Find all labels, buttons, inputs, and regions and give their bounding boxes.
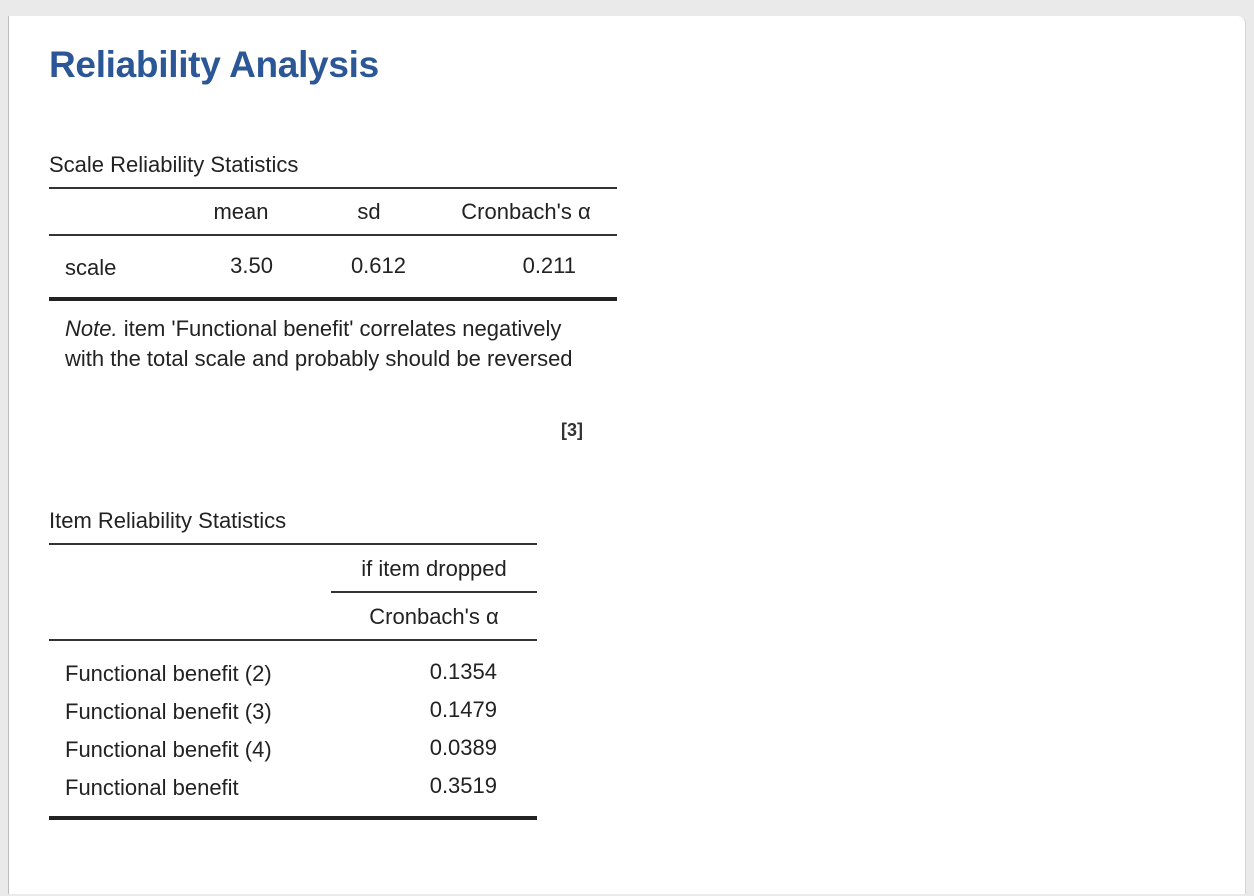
row-label: Functional benefit (4) bbox=[65, 737, 272, 762]
cell-alpha: 0.3519 bbox=[429, 773, 497, 798]
header-if-item-dropped: if item dropped bbox=[361, 556, 507, 581]
header-mean: mean bbox=[213, 199, 269, 224]
item-table-title: Item Reliability Statistics bbox=[49, 508, 287, 533]
results-panel: Reliability Analysis Scale Reliability S… bbox=[8, 16, 1246, 894]
cell-mean: 3.50 bbox=[230, 253, 273, 278]
table-top-rule bbox=[49, 187, 617, 189]
reference-marker: [3] bbox=[561, 420, 583, 440]
cell-alpha: 0.1479 bbox=[429, 697, 497, 722]
row-label: Functional benefit (2) bbox=[65, 661, 272, 686]
cell-sd: 0.612 bbox=[350, 253, 406, 278]
row-label: Functional benefit bbox=[65, 775, 239, 800]
cell-alpha: 0.1354 bbox=[429, 659, 497, 684]
table-bottom-rule bbox=[49, 297, 617, 301]
table-top-rule bbox=[49, 543, 537, 545]
cell-alpha: 0.0389 bbox=[429, 735, 497, 760]
cell-alpha: 0.211 bbox=[522, 253, 576, 278]
table-note: Note. item 'Functional benefit' correlat… bbox=[65, 314, 585, 374]
group-header-rule bbox=[331, 591, 537, 593]
header-cronbach-alpha: Cronbach's α bbox=[369, 604, 499, 629]
row-label: Functional benefit (3) bbox=[65, 699, 272, 724]
note-prefix: Note. bbox=[65, 316, 118, 341]
note-text: item 'Functional benefit' correlates neg… bbox=[65, 316, 573, 371]
page-title: Reliability Analysis bbox=[49, 44, 379, 85]
header-sd: sd bbox=[357, 199, 381, 224]
header-cronbach-alpha: Cronbach's α bbox=[461, 199, 591, 224]
table-bottom-rule bbox=[49, 816, 537, 820]
header-rule bbox=[49, 234, 617, 236]
header-rule bbox=[49, 639, 537, 641]
scale-table-title: Scale Reliability Statistics bbox=[49, 152, 299, 177]
row-label: scale bbox=[65, 255, 117, 280]
